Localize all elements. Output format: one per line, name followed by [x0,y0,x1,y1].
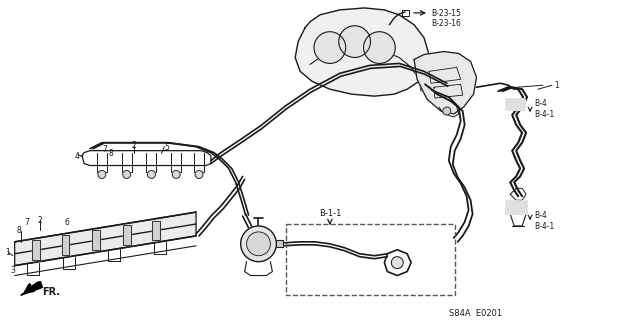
Text: B-4
B-4-1: B-4 B-4-1 [534,99,555,118]
Bar [33,240,40,260]
Polygon shape [21,282,43,295]
Text: FR.: FR. [43,287,60,297]
Bar [506,200,527,214]
Circle shape [195,171,203,179]
Text: 2: 2 [38,216,42,225]
Bar [286,224,455,295]
Text: 1: 1 [554,81,558,90]
Circle shape [443,107,451,115]
Circle shape [247,232,271,256]
Text: 8: 8 [17,226,21,235]
Circle shape [98,171,106,179]
Text: 4: 4 [74,152,79,161]
Text: 6: 6 [64,218,69,227]
Circle shape [172,171,180,179]
Text: 2: 2 [132,141,136,150]
Bar [123,225,131,245]
Bar [62,236,70,255]
Text: 3: 3 [11,266,16,275]
Bar [92,230,100,250]
Circle shape [148,171,155,179]
Bar [276,240,283,247]
Circle shape [364,32,395,63]
Text: 7: 7 [102,145,107,154]
Bar [152,220,160,240]
Circle shape [241,226,276,262]
Polygon shape [14,212,196,266]
Text: B-23-15
B-23-16: B-23-15 B-23-16 [431,9,461,28]
Bar [123,225,131,245]
Text: B-1-1: B-1-1 [318,209,341,218]
Bar [33,240,40,260]
Bar [506,98,525,110]
Bar [276,240,283,247]
Circle shape [122,171,131,179]
Text: 5: 5 [165,143,169,152]
Polygon shape [414,52,477,114]
Circle shape [391,257,403,268]
Bar [92,230,100,250]
Text: 7: 7 [24,218,30,227]
Text: 8: 8 [109,149,114,158]
Polygon shape [295,8,429,96]
Circle shape [314,32,346,63]
Text: S84A  E0201: S84A E0201 [449,309,502,318]
Circle shape [338,26,371,58]
Text: B-4
B-4-1: B-4 B-4-1 [534,211,555,230]
Text: 1: 1 [5,248,9,257]
Bar [152,220,160,240]
Bar [62,236,70,255]
